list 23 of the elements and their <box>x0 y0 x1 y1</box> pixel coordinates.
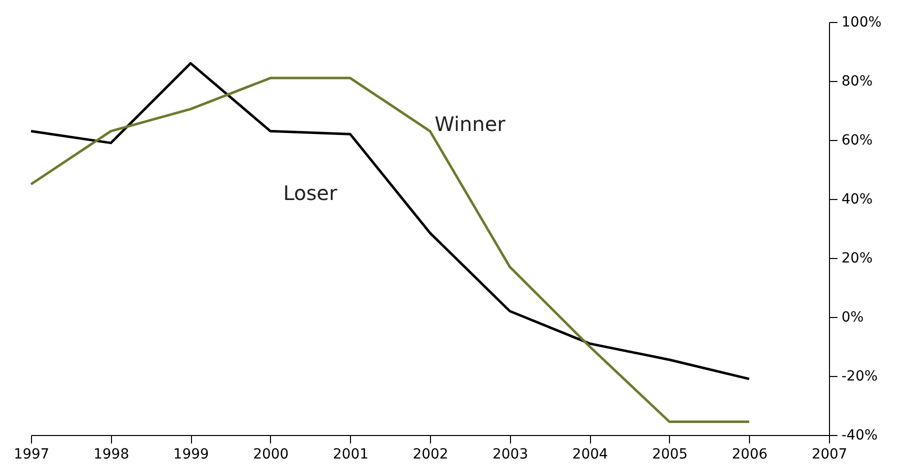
x-tick-label: 2001 <box>332 446 369 462</box>
x-tick-label: 1999 <box>173 446 209 462</box>
series-label: Loser <box>283 181 338 206</box>
x-tick-label: 2003 <box>492 446 528 462</box>
x-tick-label: 2002 <box>412 446 448 462</box>
y-tick-label: 20% <box>842 250 873 266</box>
y-tick-label: 40% <box>842 192 873 208</box>
x-tick-label: 2000 <box>253 446 289 462</box>
y-tick-label: 60% <box>842 132 873 148</box>
series-label: Winner <box>434 112 506 136</box>
y-tick-label: -40% <box>842 428 878 444</box>
x-tick-label: 2006 <box>732 446 768 462</box>
x-tick-label: 2005 <box>652 446 688 462</box>
x-tick-label: 2004 <box>572 446 608 462</box>
line-series <box>30 76 750 423</box>
y-tick-label: 80% <box>842 74 873 90</box>
x-tick-label: 1997 <box>14 446 50 462</box>
x-tick-label: 1998 <box>93 446 130 462</box>
x-tick-label: 2007 <box>812 446 848 462</box>
y-tick-label: 100% <box>842 14 882 30</box>
y-tick-label: 0% <box>842 310 864 326</box>
line-series <box>30 62 750 380</box>
y-tick-label: -20% <box>842 368 878 384</box>
